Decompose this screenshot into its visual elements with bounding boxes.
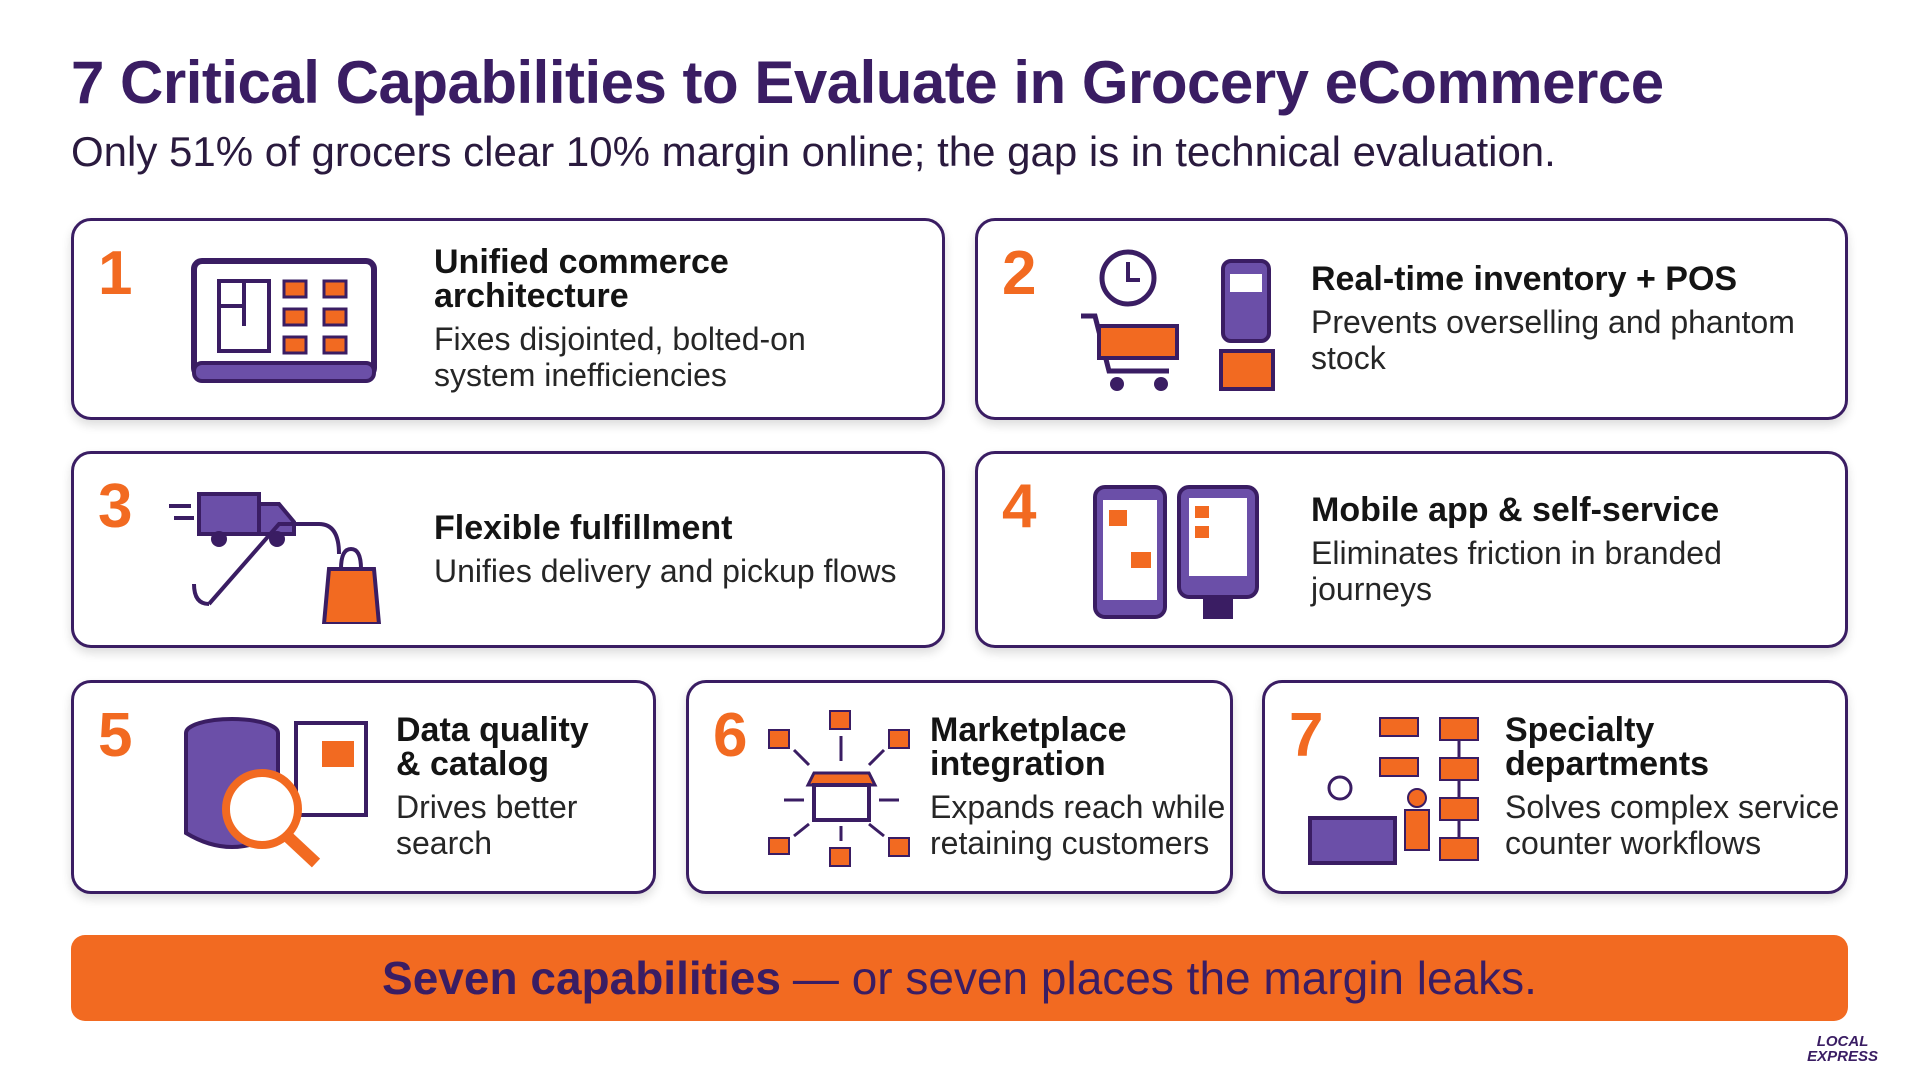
card-title: Specialty departments <box>1505 711 1710 783</box>
card-description: Solves complex service counter workflows <box>1505 789 1840 861</box>
card-number: 7 <box>1289 701 1324 770</box>
icon <box>191 258 377 383</box>
card: 5 Data quality & catalog Drives better s… <box>71 680 656 894</box>
title: 7 Critical Capabilities to Evaluate in G… <box>71 49 1664 116</box>
logo-line: LOCAL <box>1816 1033 1869 1050</box>
card-number: 2 <box>1002 239 1037 308</box>
card: 4 Mobile app & self-service Eliminates f… <box>975 451 1848 648</box>
logo-line: EXPRESS <box>1807 1048 1878 1065</box>
card: 6 Marketplace integration Expands reach … <box>686 680 1233 894</box>
icon <box>184 717 368 868</box>
card-title: Real-time inventory + POS <box>1311 260 1738 298</box>
subtitle: Only 51% of grocers clear 10% margin onl… <box>71 128 1556 175</box>
card-number: 5 <box>98 701 133 770</box>
icon <box>1308 717 1479 865</box>
card-description: Expands reach while retaining customers <box>930 789 1226 861</box>
card-description: Fixes disjointed, bolted-on system ineff… <box>434 321 806 393</box>
card-title: Marketplace integration <box>930 711 1127 783</box>
card-number: 3 <box>98 472 133 541</box>
logo: LOCAL EXPRESS <box>1807 1034 1878 1064</box>
card: 1 Unified commerce architecture Fixes di… <box>71 218 945 420</box>
card-number: 1 <box>98 239 133 308</box>
icon <box>768 710 910 867</box>
card-description: Prevents overselling and phantom stock <box>1311 304 1795 376</box>
card: 7 Specialty departments Solves complex s… <box>1262 680 1848 894</box>
card-title: Mobile app & self-service <box>1311 490 1720 529</box>
banner-text: — or seven places the margin leaks. <box>792 952 1537 1004</box>
card-description: Unifies delivery and pickup flows <box>434 552 897 589</box>
icon <box>1081 249 1275 391</box>
card-title: Unified commerce architecture <box>434 243 729 315</box>
card: 3 Flexible fulfillment Unifies delivery … <box>71 451 945 648</box>
icon <box>169 492 382 624</box>
card-number: 4 <box>1002 472 1037 541</box>
card-number: 6 <box>713 701 748 770</box>
icon <box>1093 485 1259 619</box>
banner-bold: Seven capabilities <box>382 952 781 1004</box>
card-title: Data quality & catalog <box>396 711 589 783</box>
banner: Seven capabilities — or seven places the… <box>71 935 1848 1021</box>
card-title: Flexible fulfillment <box>434 508 733 547</box>
card-description: Eliminates friction in branded journeys <box>1311 534 1722 607</box>
card: 2 Real-time inventory + POS Prevents ove… <box>975 218 1848 420</box>
card-description: Drives better search <box>396 789 578 861</box>
